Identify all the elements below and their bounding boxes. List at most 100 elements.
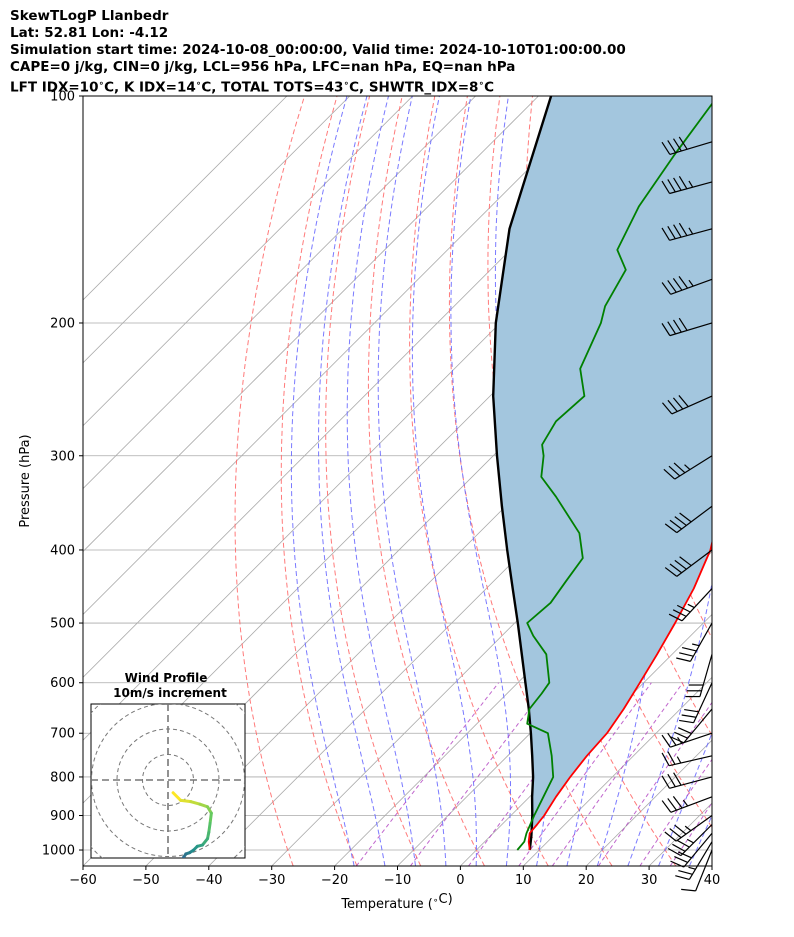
hodograph-segment [185, 873, 186, 877]
dry-adiabat-line [728, 96, 794, 866]
wind-barb [661, 795, 713, 813]
y-tick-label: 700 [50, 727, 75, 742]
dry-adiabat-line [448, 96, 613, 866]
wind-barb-full [672, 138, 682, 152]
hodograph-segment [177, 868, 180, 873]
wind-barb-full [679, 556, 692, 567]
wind-barb-staff [670, 732, 713, 748]
hodograph-segment [179, 877, 182, 878]
wind-barb-full [681, 714, 697, 718]
wind-barb-full [669, 828, 682, 839]
x-tick-label: −20 [321, 873, 348, 888]
wind-barb [661, 275, 713, 295]
x-tick-label: 0 [456, 873, 464, 888]
wind-barb [681, 849, 713, 892]
wind-barb-staff [669, 228, 713, 241]
wind-barb-staff [671, 395, 713, 415]
wind-barb-full [681, 888, 696, 892]
y-tick-label: 900 [50, 809, 75, 824]
wind-barb-full [664, 831, 677, 842]
wind-barb-full [669, 563, 682, 574]
wind-barb-full [675, 875, 690, 881]
wind-barb-full [673, 462, 686, 474]
wind-barb-staff [675, 815, 713, 842]
y-tick-label: 400 [50, 543, 75, 558]
hodograph-segment [177, 873, 180, 877]
hodograph-segment [179, 798, 193, 804]
moist-adiabat-line [411, 96, 477, 866]
wind-barb-full [661, 227, 671, 241]
dry-adiabat-line [761, 96, 794, 866]
hodograph-segment [207, 821, 212, 834]
temperature-line [527, 539, 712, 851]
moist-adiabat-line [377, 96, 447, 866]
wind-barb-full [674, 731, 688, 739]
wind-barb-full [676, 604, 691, 613]
wind-barb-full [667, 732, 677, 746]
wind-barb-full [678, 395, 689, 408]
hodograph-segment [171, 791, 183, 802]
wind-barb-staff [669, 776, 713, 789]
wind-barb-full [669, 519, 682, 530]
wind-barb-full [668, 465, 681, 477]
wind-barb-full [667, 280, 677, 293]
isotherm-line [83, 96, 476, 490]
wind-barb-full [661, 402, 673, 415]
isotherm-line [523, 676, 712, 866]
moist-adiabat-line [627, 96, 712, 866]
wind-barb-staff [668, 755, 713, 767]
hodograph-segment [208, 811, 213, 825]
hodograph [91, 704, 245, 878]
isotherm-line [83, 96, 351, 364]
wind-barb-full [673, 772, 682, 786]
moist-adiabat-line [450, 96, 511, 866]
wind-barb-full [670, 736, 685, 744]
wind-barb-staff [669, 181, 713, 195]
wind-barb-staff [674, 455, 713, 480]
wind-barb-full [667, 321, 677, 335]
wind-barb-staff [699, 654, 713, 697]
wind-barb-full [672, 319, 682, 333]
hodograph-segment [179, 863, 182, 868]
wind-barb-staff [683, 832, 713, 868]
moist-adiabat-line [318, 96, 386, 866]
wind-barb-full [672, 397, 684, 410]
wind-barb-half [688, 227, 694, 235]
wind-barb-full [664, 567, 678, 577]
wind-barb-half [688, 279, 694, 287]
moist-adiabat-line [346, 96, 416, 866]
wind-barb-staff [669, 141, 713, 155]
x-tick-label: −10 [384, 873, 411, 888]
x-axis-label: Temperature (∘C) [340, 892, 452, 912]
x-tick-label: −60 [69, 873, 96, 888]
y-tick-label: 600 [50, 676, 75, 691]
wind-barb-full [672, 609, 687, 617]
y-tick-label: 1000 [42, 844, 75, 859]
wind-barb-full [674, 824, 687, 835]
wind-barb-full [684, 708, 699, 713]
dry-adiabat-line [280, 96, 358, 866]
wind-barb-full [678, 136, 688, 150]
parcel-profile-line [492, 96, 553, 851]
mixing-ratio-line [597, 701, 712, 866]
wind-barb-full [661, 734, 671, 748]
wind-barb [676, 622, 713, 662]
wind-barb-staff [670, 796, 713, 813]
wind-barb-full [664, 523, 678, 534]
wind-barb-full [678, 275, 689, 289]
wind-barb-full [667, 798, 677, 811]
wind-barb-staff [683, 708, 713, 744]
wind-barb-full [672, 278, 683, 291]
wind-barb-full [678, 175, 688, 190]
wind-barb-full [667, 226, 676, 240]
wind-barb-half [686, 838, 694, 844]
wind-barb-full [678, 869, 693, 875]
wind-barb [663, 455, 713, 480]
wind-barb-full [661, 282, 672, 295]
wind-barb-full [668, 613, 683, 622]
inset-subtitle: 10m/s increment [113, 686, 227, 700]
wind-barb-full [667, 773, 676, 788]
wind-barb-staff [695, 849, 713, 892]
wind-barb-full [661, 775, 671, 789]
wind-barb-staff [681, 588, 713, 622]
